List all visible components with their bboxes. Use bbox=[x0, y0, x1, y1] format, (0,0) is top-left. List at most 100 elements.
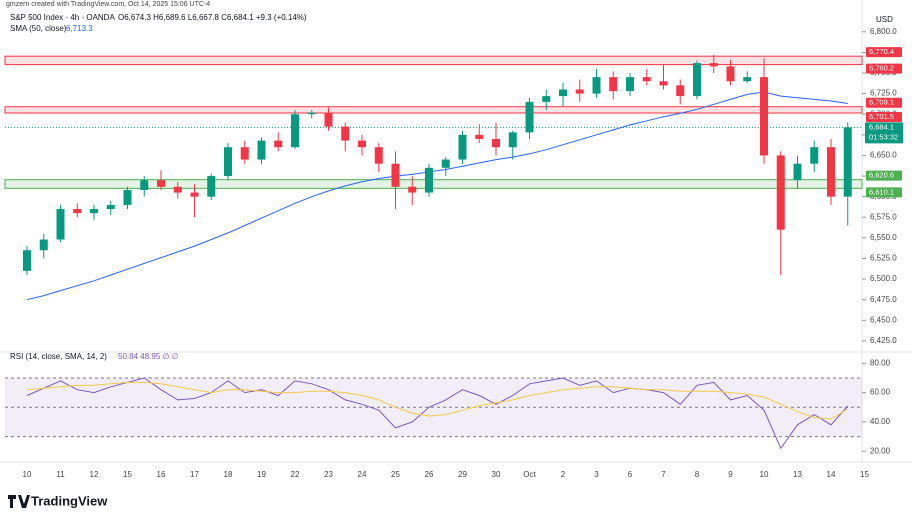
symbol: S&P 500 Index · 4h · OANDA bbox=[10, 13, 115, 22]
price-label-box bbox=[866, 97, 902, 108]
logo-text: TradingView bbox=[31, 493, 108, 508]
candle-body bbox=[157, 180, 165, 187]
candle-body bbox=[123, 190, 132, 205]
last-price-box bbox=[865, 122, 903, 144]
y-tick-label: 6,650.0 bbox=[870, 151, 897, 160]
candle-body bbox=[324, 112, 333, 127]
zone bbox=[4, 179, 863, 189]
candle-body bbox=[358, 140, 366, 148]
candle-body bbox=[90, 209, 98, 214]
sma-value: 6,713.3 bbox=[66, 24, 93, 33]
rsi-legend: RSI (14, close, SMA, 14, 2) bbox=[10, 352, 107, 361]
logo-mark bbox=[8, 495, 30, 508]
zone bbox=[4, 55, 863, 66]
price-label-box bbox=[866, 111, 902, 122]
ohlc: O6,674.3 H6,689.6 L6,667.8 C6,684.1 +9.3… bbox=[118, 13, 307, 22]
x-tick-label: 15 bbox=[860, 470, 869, 479]
candle-body bbox=[441, 159, 450, 168]
x-tick-label: 22 bbox=[291, 470, 300, 479]
x-tick-label: 29 bbox=[458, 470, 467, 479]
x-tick-label: 18 bbox=[224, 470, 233, 479]
candle-body bbox=[743, 77, 752, 82]
x-tick-label: 14 bbox=[827, 470, 836, 479]
x-tick-label: 10 bbox=[23, 470, 32, 479]
rsi-line bbox=[26, 377, 849, 450]
candle-body bbox=[408, 186, 417, 193]
x-tick-label: 17 bbox=[190, 470, 199, 479]
credit: gmzern created with TradingView.com, Oct… bbox=[6, 1, 210, 8]
candle-body bbox=[592, 77, 601, 94]
candle-body bbox=[642, 77, 651, 82]
candle-body bbox=[559, 89, 567, 97]
x-tick-label: 9 bbox=[728, 470, 733, 479]
candle-body bbox=[525, 101, 534, 133]
candle-body bbox=[240, 147, 249, 160]
candle-body bbox=[257, 140, 266, 160]
candle-body bbox=[810, 147, 819, 164]
y-tick-label: 20.00 bbox=[870, 446, 891, 455]
candle-body bbox=[291, 114, 299, 148]
price-label-box bbox=[866, 187, 902, 198]
y-tick-label: 6,525.0 bbox=[870, 254, 897, 263]
candle-body bbox=[492, 138, 500, 148]
y-tick-label: 6,575.0 bbox=[870, 212, 897, 221]
candle-body bbox=[709, 63, 718, 67]
candle-body bbox=[776, 155, 785, 230]
candle-body bbox=[575, 89, 584, 94]
candle-body bbox=[726, 66, 735, 82]
candle-body bbox=[659, 81, 668, 86]
candle-body bbox=[458, 134, 467, 160]
x-tick-label: 6 bbox=[628, 470, 633, 479]
price-label: 6,701.5 bbox=[869, 112, 894, 121]
candle-body bbox=[693, 63, 701, 97]
x-tick-label: Oct bbox=[523, 470, 536, 479]
candle-body bbox=[341, 126, 350, 141]
y-tick-label: 6,800.0 bbox=[870, 27, 897, 36]
candle-body bbox=[374, 147, 383, 164]
x-tick-label: 23 bbox=[324, 470, 333, 479]
countdown: 01:53:32 bbox=[869, 132, 898, 141]
y-tick-label: 6,475.0 bbox=[870, 295, 897, 304]
x-tick-label: 13 bbox=[793, 470, 802, 479]
zone bbox=[4, 106, 863, 114]
candle-body bbox=[391, 163, 400, 187]
x-tick-label: 12 bbox=[90, 470, 99, 479]
candle-body bbox=[843, 127, 852, 197]
candle-body bbox=[827, 147, 835, 197]
candle-body bbox=[106, 204, 115, 210]
y-tick-label: 80.00 bbox=[870, 358, 891, 367]
x-tick-label: 24 bbox=[358, 470, 367, 479]
sma-legend: SMA (50, close) bbox=[10, 24, 67, 33]
y-tick-label: 6,425.0 bbox=[870, 336, 897, 345]
y-tick-label: 6,450.0 bbox=[870, 315, 897, 324]
candle-body bbox=[425, 167, 433, 193]
candle-body bbox=[793, 163, 802, 181]
y-tick-label: 40.00 bbox=[870, 417, 891, 426]
candle-body bbox=[173, 186, 182, 193]
x-tick-label: 15 bbox=[123, 470, 132, 479]
candle-body bbox=[307, 112, 316, 115]
candle-body bbox=[508, 132, 517, 148]
candle-body bbox=[542, 96, 551, 102]
rsi-values: 50.84 48.95 ∅ ∅ bbox=[118, 352, 179, 361]
x-tick-label: 10 bbox=[760, 470, 769, 479]
price-label: 6,709.1 bbox=[869, 98, 894, 107]
candle-body bbox=[39, 239, 48, 251]
rsi-ma-line bbox=[26, 381, 849, 420]
candle-body bbox=[190, 192, 199, 197]
x-tick-label: 7 bbox=[661, 470, 666, 479]
candle-body bbox=[676, 85, 685, 97]
price-label: 6,760.2 bbox=[869, 64, 894, 73]
candle-body bbox=[609, 77, 618, 92]
candle-body bbox=[207, 176, 216, 197]
price-label: 6,620.6 bbox=[869, 171, 894, 180]
y-tick-label: 6,550.0 bbox=[870, 233, 897, 242]
x-tick-label: 16 bbox=[157, 470, 166, 479]
logo: TradingView bbox=[8, 493, 108, 508]
sma-line bbox=[26, 91, 848, 301]
candle-body bbox=[274, 140, 283, 148]
candle-body bbox=[73, 209, 82, 214]
price-label: 6,770.4 bbox=[869, 47, 894, 56]
y-tick-label: 60.00 bbox=[870, 388, 891, 397]
